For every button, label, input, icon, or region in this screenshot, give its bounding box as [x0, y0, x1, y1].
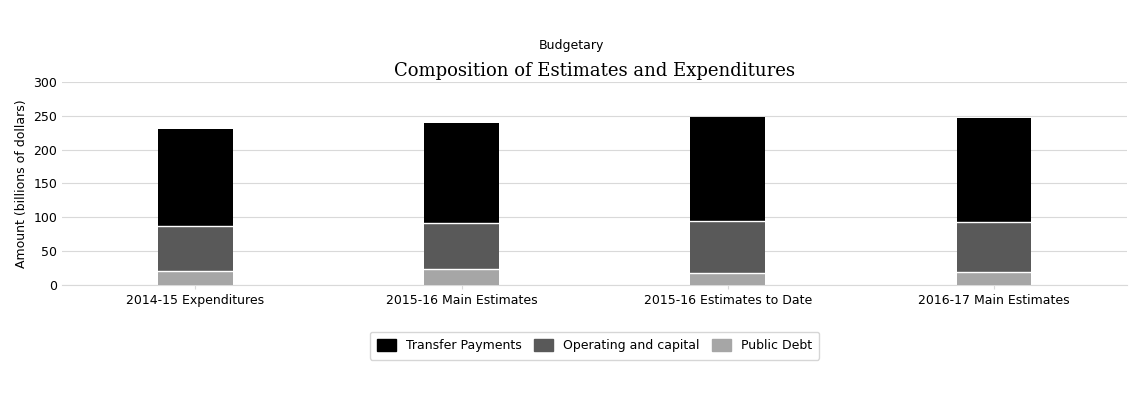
- Y-axis label: Amount (billions of dollars): Amount (billions of dollars): [15, 99, 29, 268]
- Bar: [691, 117, 765, 221]
- Bar: [425, 123, 499, 223]
- Bar: [691, 221, 765, 273]
- Bar: [158, 271, 233, 285]
- Legend: Transfer Payments, Operating and capital, Public Debt: Transfer Payments, Operating and capital…: [370, 332, 820, 360]
- Bar: [691, 273, 765, 285]
- Bar: [158, 129, 233, 226]
- Bar: [957, 272, 1031, 285]
- Bar: [158, 226, 233, 271]
- Bar: [957, 118, 1031, 222]
- Bar: [957, 222, 1031, 272]
- Text: Budgetary: Budgetary: [538, 40, 604, 53]
- Bar: [425, 223, 499, 269]
- Bar: [425, 269, 499, 285]
- Title: Composition of Estimates and Expenditures: Composition of Estimates and Expenditure…: [394, 62, 795, 81]
